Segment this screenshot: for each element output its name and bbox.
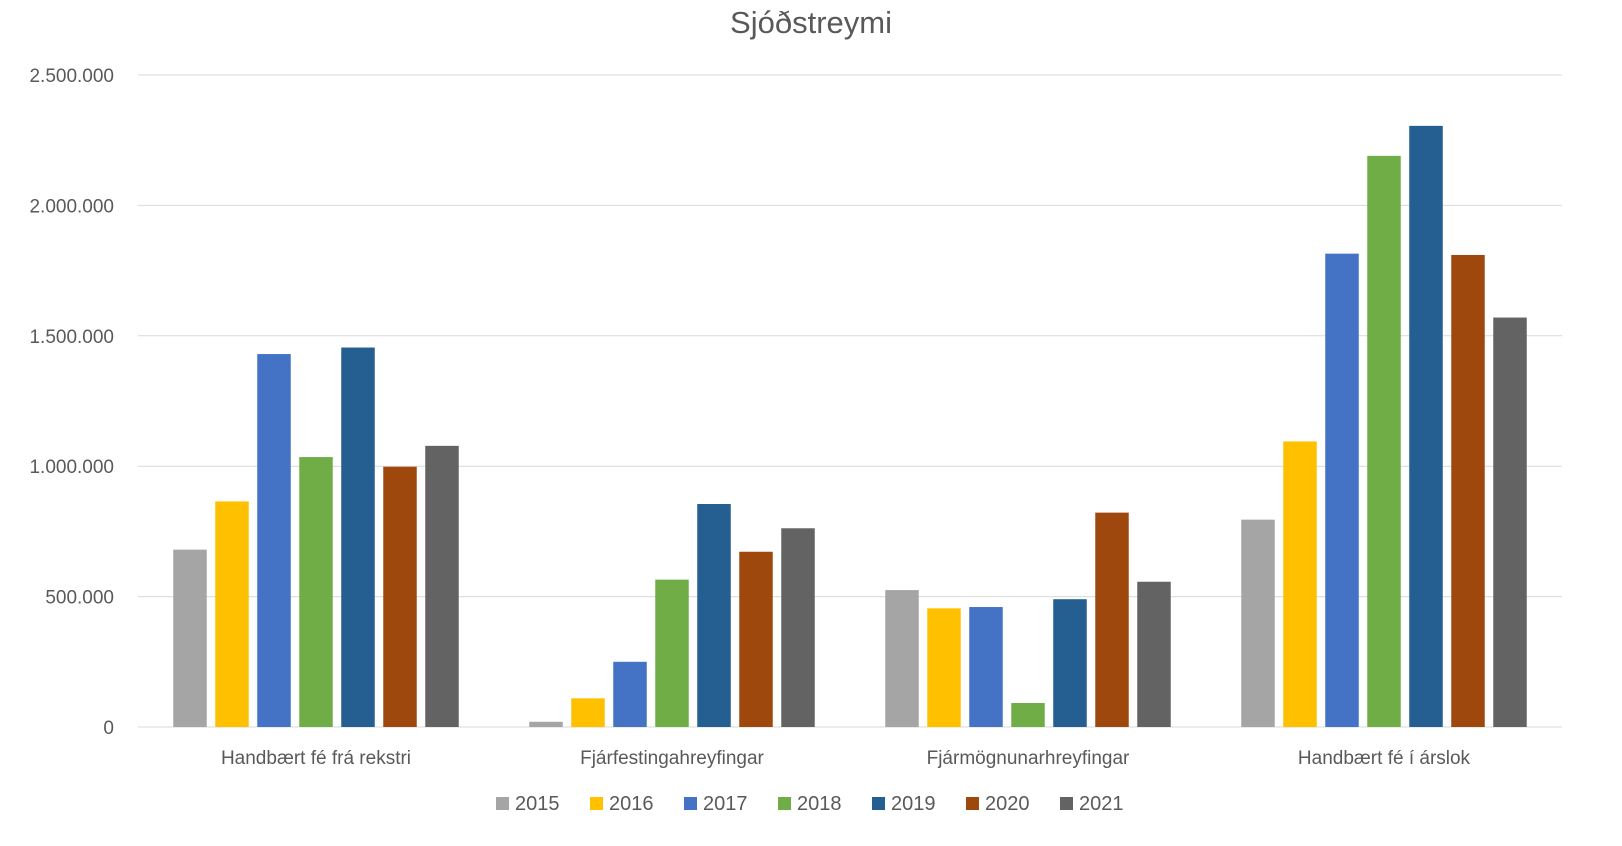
- bar-2017-4: [1325, 253, 1359, 727]
- bar-2019-3: [1053, 599, 1087, 727]
- legend-swatch-2020: [966, 797, 979, 810]
- bar-2017-1: [257, 354, 291, 727]
- legend-label: 2019: [891, 793, 936, 815]
- bar-2020-4: [1451, 254, 1485, 727]
- y-tick-label: 0: [103, 718, 114, 739]
- y-tick-label: 1.500.000: [29, 327, 114, 348]
- bar-2017-3: [969, 607, 1003, 727]
- bar-2021-1: [425, 445, 459, 727]
- y-tick-label: 2.500.000: [29, 66, 114, 87]
- legend-label: 2021: [1079, 793, 1124, 815]
- legend-swatch-2021: [1060, 797, 1073, 810]
- y-tick-label: 500.000: [45, 588, 114, 609]
- legend-swatch-2015: [496, 797, 509, 810]
- legend-swatch-2019: [872, 797, 885, 810]
- bar-2015-4: [1241, 519, 1275, 727]
- x-category-label: Handbært fé í árslok: [1298, 748, 1471, 769]
- bar-2020-1: [383, 466, 417, 727]
- bar-2015-3: [885, 590, 919, 727]
- bar-2016-2: [571, 698, 605, 727]
- legend-label: 2016: [609, 793, 654, 815]
- y-tick-label: 1.000.000: [29, 457, 114, 478]
- bar-2020-3: [1095, 512, 1129, 727]
- chart-title: Sjóðstreymi: [730, 5, 892, 40]
- bar-2018-4: [1367, 155, 1401, 727]
- x-axis-category-labels: Handbært fé frá rekstri Fjárfestingahreyf…: [221, 748, 1471, 769]
- x-category-label: Fjármögnunarhreyfingar: [927, 748, 1130, 769]
- legend-label: 2020: [985, 793, 1030, 815]
- gridlines: [138, 74, 1562, 728]
- legend-label: 2018: [797, 793, 842, 815]
- legend-label: 2015: [515, 793, 560, 815]
- bar-2021-3: [1137, 581, 1171, 727]
- bar-2019-1: [341, 347, 375, 727]
- bar-2015-2: [529, 721, 563, 727]
- bar-2019-4: [1409, 125, 1443, 727]
- legend-swatch-2017: [684, 797, 697, 810]
- legend-swatch-2018: [778, 797, 791, 810]
- bar-2016-3: [927, 608, 961, 727]
- bar-2020-2: [739, 551, 773, 727]
- bar-2017-2: [613, 661, 647, 727]
- bar-2016-1: [215, 501, 249, 727]
- y-axis-tick-labels: 0 500.000 1.000.000 1.500.000 2.000.000 2.500…: [29, 66, 114, 739]
- bar-2018-3: [1011, 703, 1045, 727]
- legend-label: 2017: [703, 793, 748, 815]
- bar-2016-4: [1283, 441, 1317, 727]
- x-category-label: Handbært fé frá rekstri: [221, 748, 411, 769]
- bar-2018-2: [655, 579, 689, 727]
- bar-2021-2: [781, 528, 815, 727]
- legend-swatch-2016: [590, 797, 603, 810]
- y-tick-label: 2.000.000: [29, 196, 114, 217]
- bar-2018-1: [299, 457, 333, 727]
- bar-2021-4: [1493, 317, 1527, 727]
- bar-2019-2: [697, 504, 731, 727]
- x-category-label: Fjárfestingahreyfingar: [580, 748, 764, 769]
- bar-2015-1: [173, 549, 207, 727]
- legend: 2015 2016 2017 2018 2019 2020 2021: [496, 793, 1124, 815]
- bars: [173, 125, 1527, 727]
